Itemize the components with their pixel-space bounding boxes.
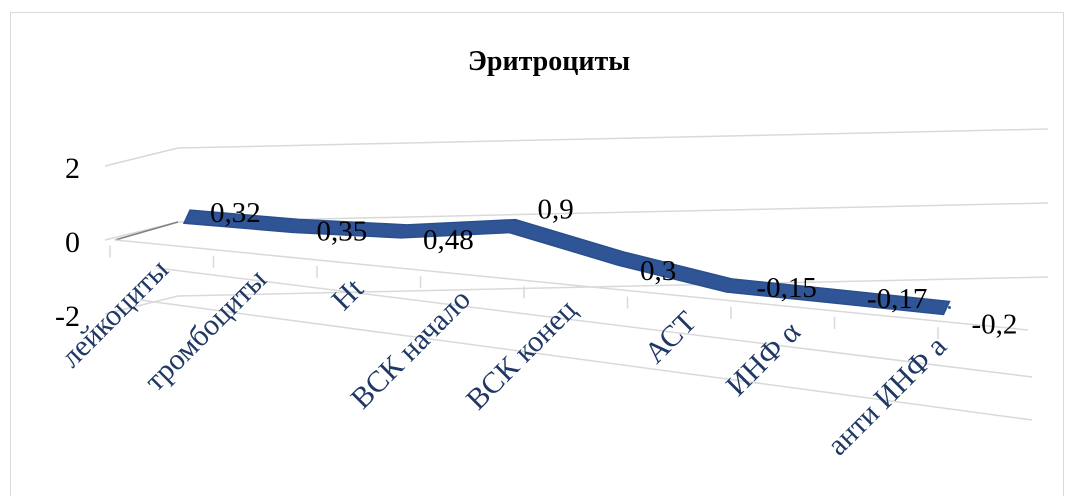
data-point-3 [514,224,517,228]
data-point-1 [297,223,300,227]
data-label-4: 0,3 [640,255,676,287]
gridline-2 [177,276,1049,297]
data-label-5: -0,15 [757,272,817,304]
gridline-1 [177,202,1049,223]
x-tick-label-5: АСТ [638,305,703,370]
data-point-0 [188,214,192,218]
data-label-2: 0,48 [423,224,474,256]
gridline-0 [177,128,1049,149]
data-labels: 0,32 0,35 0,48 0,9 0,3 -0,15 -0,17 -0,2 [210,194,1017,341]
floor-gridline-0 [156,267,1033,378]
y-tick-label: 0 [65,226,80,259]
gridline-side-2 [104,295,179,315]
gridline-side-0 [104,147,179,167]
data-label-1: 0,35 [317,215,368,247]
x-tick-label-4: ВСК конец [460,293,583,416]
data-point-6 [839,294,843,298]
chart-area [10,12,1064,496]
data-label-0: 0,32 [210,197,261,229]
floor-gridline-1 [139,299,1033,421]
data-point-5 [731,283,734,287]
axis-depth-line [114,221,179,241]
gridlines [104,128,1049,421]
data-point-7 [948,306,951,309]
data-point-4 [622,256,626,260]
y-tick-label: -2 [55,300,80,333]
data-label-6: -0,17 [867,283,927,315]
x-tick-label-6: ИНФ α [720,315,807,402]
x-tick-label-2: Ht [325,272,370,317]
x-tick-label-3: ВСК начало [344,283,476,415]
chart-title: Эритроциты [468,46,630,77]
data-point-2 [405,229,409,233]
data-label-7: -0,2 [972,309,1018,341]
category-axis-line [114,239,1029,331]
series-ribbon [182,209,951,316]
y-tick-label: 2 [65,152,80,185]
x-tick-label-7: анти ИНФ а [821,330,953,462]
data-label-3: 0,9 [538,194,574,226]
series-line [182,209,951,316]
